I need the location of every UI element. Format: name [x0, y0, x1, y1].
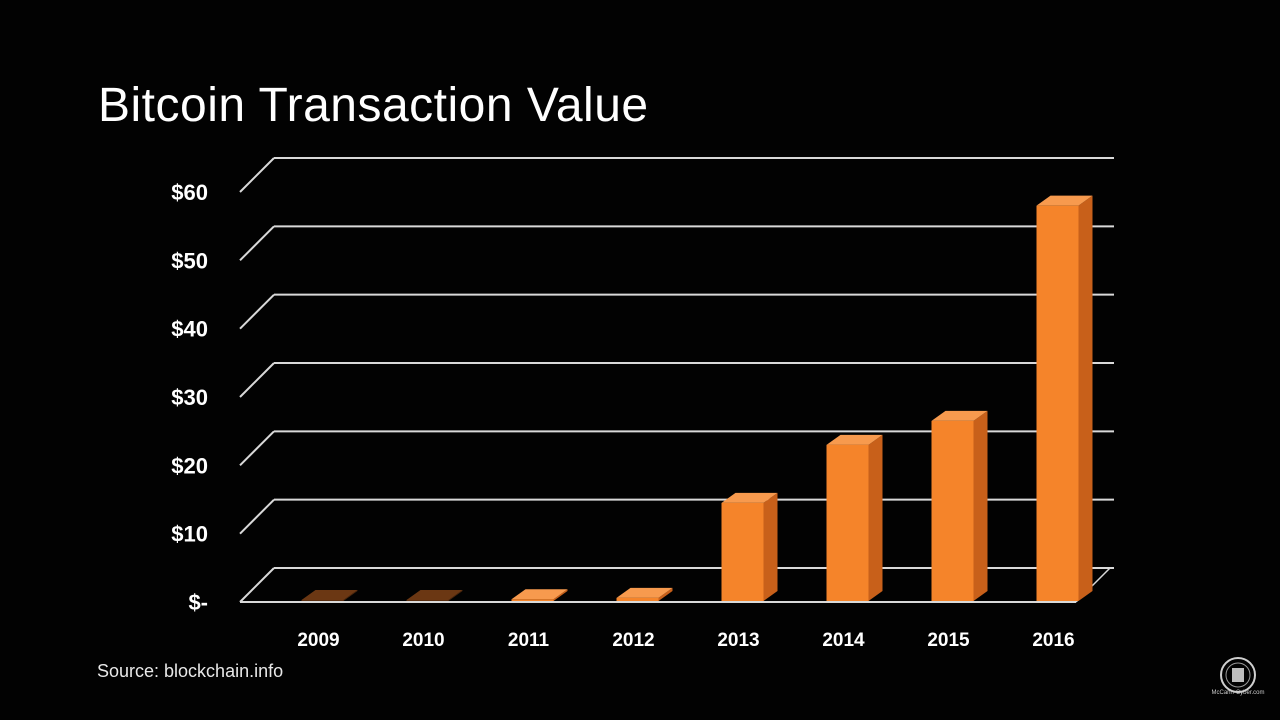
y-tick-label: $20 [171, 453, 208, 478]
x-category-label: 2012 [612, 630, 654, 651]
x-category-label: 2016 [1032, 630, 1074, 651]
bar-2010 [406, 590, 463, 601]
x-axis-category-labels: 2009 2010 2011 2012 2013 2014 2015 2016 [297, 630, 1074, 651]
bar-2015 [931, 410, 988, 601]
y-tick-label: $50 [171, 248, 208, 273]
y-tick-label: $- [188, 590, 208, 615]
bar-2016 [1036, 195, 1093, 601]
gridline-30 [239, 362, 1114, 398]
logo-caption: McCann-Cyber.com [1211, 690, 1265, 696]
bar-2014 [826, 434, 883, 601]
x-category-label: 2010 [402, 630, 444, 651]
x-category-label: 2009 [297, 630, 339, 651]
bar-2013 [721, 492, 778, 601]
x-category-label: 2014 [822, 630, 865, 651]
x-category-label: 2011 [508, 630, 550, 651]
bar-2012 [616, 587, 673, 601]
x-category-label: 2013 [717, 630, 759, 651]
y-tick-label: $40 [171, 317, 208, 342]
x-category-label: 2015 [927, 630, 970, 651]
y-tick-label: $60 [171, 180, 208, 205]
bar-2011 [511, 589, 568, 601]
gridline-60 [239, 157, 1114, 193]
gridline-40 [239, 293, 1114, 330]
y-tick-label: $10 [171, 522, 208, 547]
gridline-50 [239, 225, 1114, 262]
source-caption: Source: blockchain.info [97, 661, 284, 681]
y-tick-label: $30 [171, 385, 208, 410]
bar-2009 [301, 590, 358, 601]
bars [301, 195, 1093, 601]
y-axis-tick-labels: $- $10 $20 $30 $40 $50 $60 [171, 180, 208, 615]
chart-title: Bitcoin Transaction Value [98, 79, 649, 132]
seal-logo-icon [1220, 657, 1256, 693]
